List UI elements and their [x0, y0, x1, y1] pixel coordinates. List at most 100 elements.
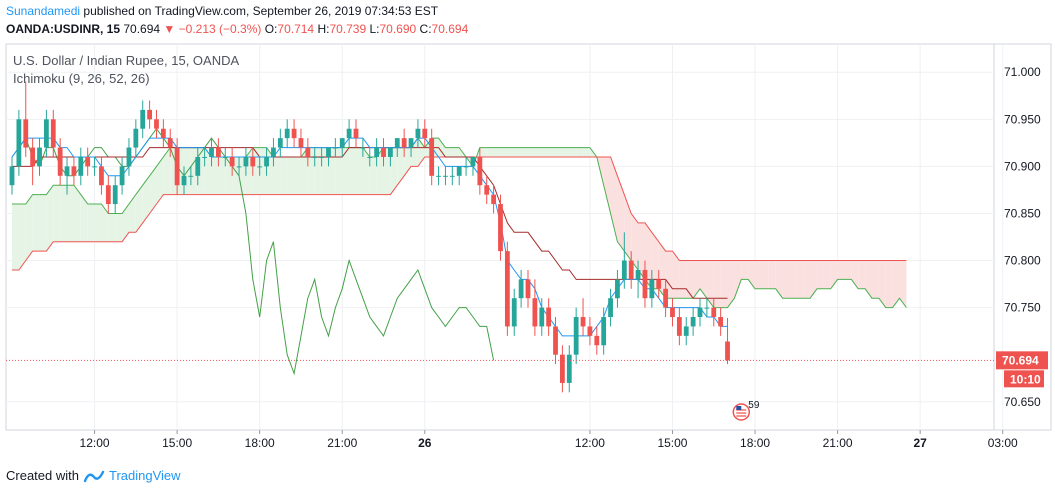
candle-body [580, 317, 586, 327]
tradingview-brand[interactable]: TradingView [108, 468, 181, 483]
chart-grid [5, 43, 1052, 431]
candle-body [30, 147, 36, 167]
cloud-segment [294, 156, 301, 195]
candle-body [690, 317, 696, 327]
candle-body [243, 156, 249, 167]
cloud-segment [720, 260, 728, 308]
y-tick-label: 70.750 [1004, 301, 1041, 315]
countdown-text: 10:10 [1010, 372, 1041, 386]
cloud-segment [810, 260, 817, 299]
candle-body [498, 204, 503, 252]
cloud-segment [493, 147, 501, 157]
candle-body [147, 109, 152, 120]
x-tick-label: 21:00 [327, 436, 357, 450]
cloud-segment [115, 213, 123, 242]
candle-body [78, 156, 84, 176]
x-tick-label: 18:00 [740, 436, 770, 450]
cloud-segment [122, 204, 129, 242]
cloud-segment [362, 147, 370, 195]
candle-body [470, 156, 476, 167]
cloud-segment [280, 156, 288, 195]
chart-axes: 71.000 70.950 70.900 70.850 70.800 70.750 70.6… [6, 65, 1048, 450]
cloud-segment [569, 147, 577, 157]
candle-body [566, 354, 572, 383]
candle-body [92, 166, 97, 168]
cloud-segment [693, 260, 700, 299]
indicator-legend[interactable]: Ichimoku (9, 26, 52, 26) [13, 71, 150, 86]
candle-body [511, 298, 517, 327]
cloud-segment [390, 147, 398, 195]
candle-body [305, 147, 311, 157]
candle-body [656, 279, 662, 289]
candle-body [518, 279, 524, 299]
open-label: O: [264, 22, 278, 36]
cloud-segment [156, 156, 164, 205]
candle-body [264, 156, 269, 167]
cloud-segment [775, 260, 783, 299]
candle-body [174, 147, 180, 186]
candle-body [133, 128, 139, 148]
candle-body [388, 147, 393, 157]
candle-body [140, 109, 146, 129]
candle-body [621, 260, 627, 280]
cloud-segment [851, 260, 859, 289]
cloud-segment [211, 156, 219, 195]
x-tick-label: 15:00 [162, 436, 192, 450]
cloud-segment [865, 260, 872, 299]
candle-body [326, 147, 331, 157]
candle-body [44, 119, 49, 148]
candle-body [422, 128, 428, 139]
candle-body [429, 138, 435, 176]
cloud-segment [796, 260, 804, 299]
candle-body [449, 175, 455, 177]
cloud-segment [12, 204, 19, 270]
cloud-segment [135, 185, 143, 233]
cloud-segment [624, 194, 632, 261]
y-tick-label: 70.950 [1004, 112, 1041, 126]
candle-body [360, 147, 366, 149]
cloud-segment [245, 147, 253, 195]
candle-body [112, 185, 118, 205]
open-value: 70.714 [277, 22, 315, 36]
candle-body [257, 166, 263, 168]
cloud-segment [528, 147, 535, 157]
candle-body [236, 166, 242, 168]
cloud-segment [452, 147, 460, 157]
cloud-segment [218, 156, 226, 195]
candle-body [718, 317, 724, 327]
cloud-segment [60, 185, 68, 242]
candle-body [250, 156, 256, 167]
ichimoku-lines [11, 127, 907, 376]
cloud-segment [259, 147, 267, 195]
cloud-segment [101, 204, 109, 242]
cloud-segment [562, 147, 570, 157]
x-tick-label: 21:00 [823, 436, 853, 450]
cloud-segment [727, 260, 735, 308]
candle-body [381, 147, 386, 157]
candle-body [608, 298, 613, 318]
cloud-segment [252, 147, 260, 195]
cloud-segment [142, 175, 150, 223]
cloud-segment [67, 185, 74, 242]
cloud-segment [32, 194, 40, 252]
cloud-segment [789, 260, 797, 299]
low-value: 70.690 [379, 22, 417, 36]
cloud-segment [349, 147, 356, 195]
cloud-segment [39, 194, 47, 252]
cloud-segment [878, 260, 886, 308]
candle-body [725, 341, 730, 361]
cloud-segment [356, 147, 363, 195]
cloud-segment [761, 260, 769, 289]
author-link[interactable]: Sunandamedi [6, 4, 81, 18]
candle-body [99, 166, 104, 186]
price-change: −0.213 (−0.3%) [178, 22, 262, 36]
cloud-segment [651, 232, 659, 289]
cloud-segment [816, 260, 824, 289]
candle-body [443, 175, 448, 177]
cloud-segment [576, 147, 584, 157]
cloud-segment [672, 251, 680, 299]
candle-body [628, 260, 634, 280]
event-count: 59 [748, 400, 760, 411]
cloud-segment [548, 147, 556, 157]
